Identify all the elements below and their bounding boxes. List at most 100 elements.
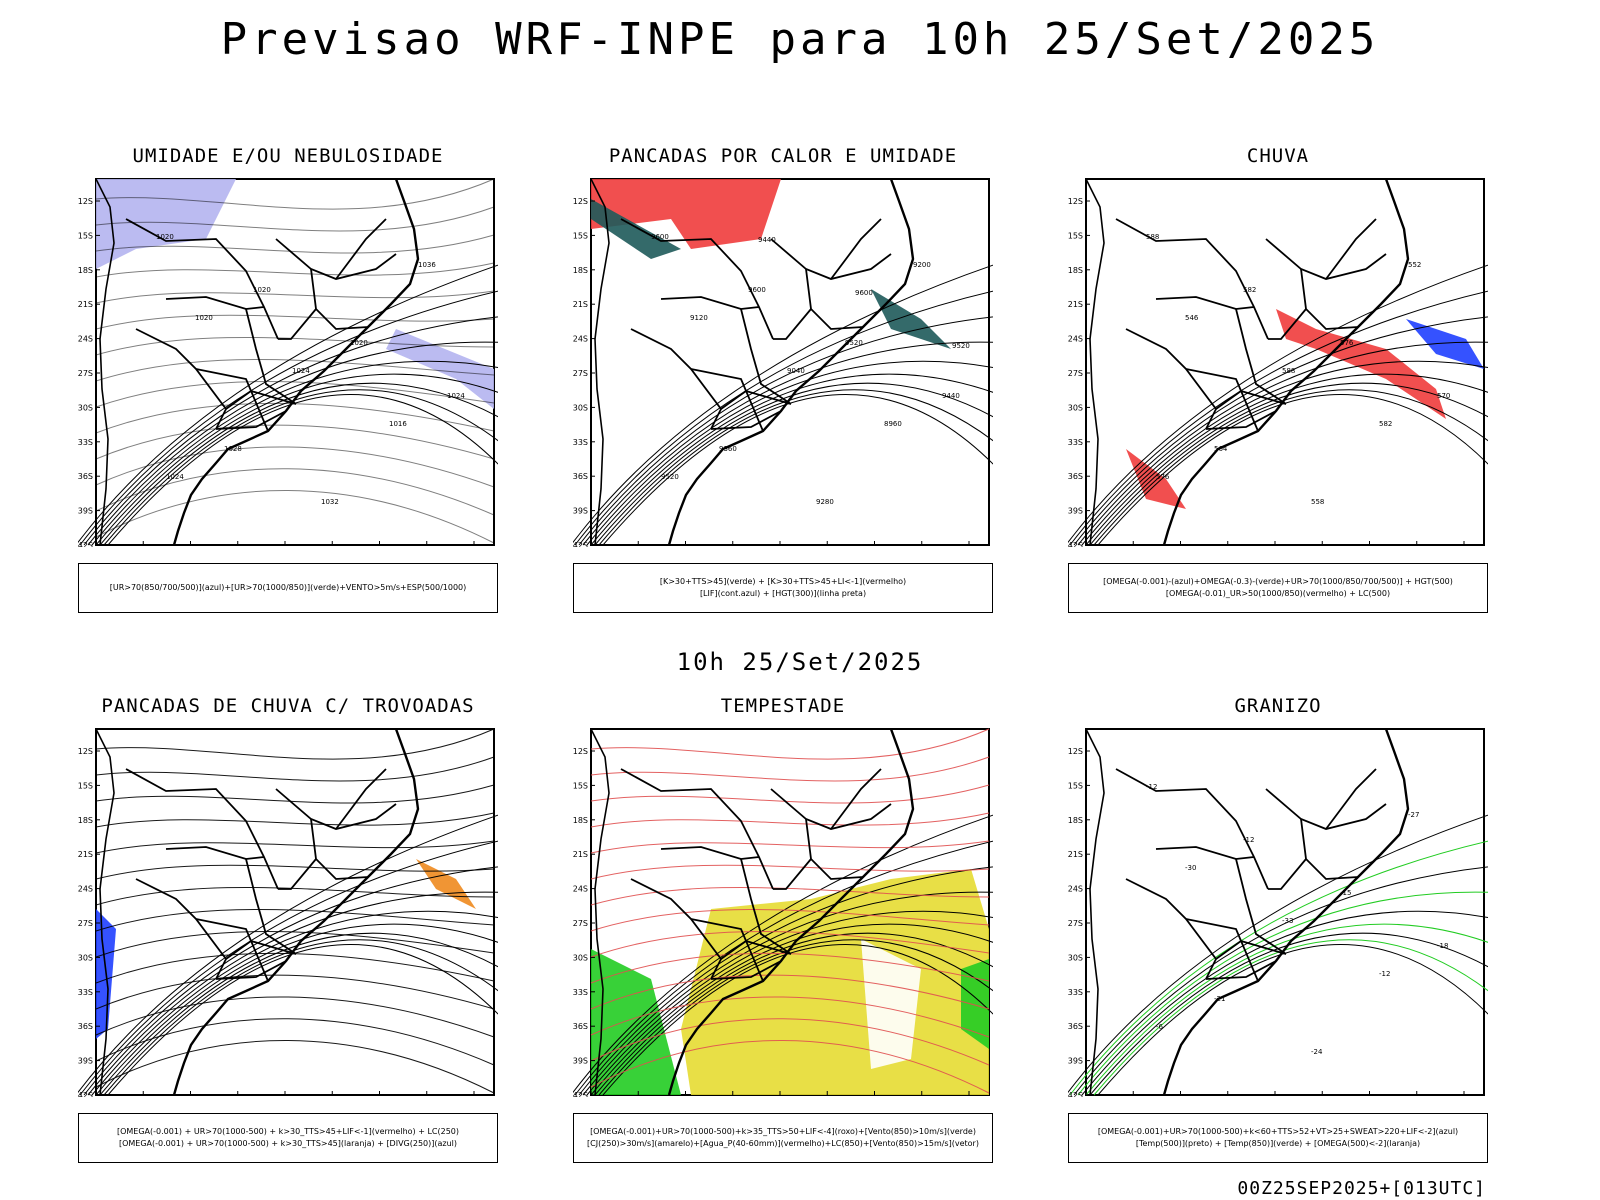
lat-tick-label: 18S [1068, 266, 1083, 275]
contour-label: 9600 [855, 289, 873, 297]
state-border [1185, 368, 1259, 432]
state-border [710, 410, 782, 430]
lat-tick-label: 36S [1068, 472, 1083, 481]
lat-tick-label: 18S [573, 266, 588, 275]
contour-line [598, 389, 1012, 546]
state-border [830, 768, 882, 830]
state-border [805, 268, 864, 330]
lat-tick-label: 15S [573, 231, 588, 240]
contour-line [1073, 314, 1507, 546]
contour-line [1069, 286, 1507, 546]
contour-label: 9440 [942, 392, 960, 400]
lat-tick-label: 24S [78, 335, 93, 344]
legend-line: [OMEGA(-0.001)+UR>70(1000-500)+k>35_TTS>… [590, 1127, 976, 1136]
lat-tick-label: 24S [1068, 335, 1083, 344]
streamline [95, 840, 495, 854]
lat-tick-label: 36S [573, 472, 588, 481]
state-border [690, 368, 764, 432]
streamline [95, 359, 495, 382]
map-layer: 12S15S18S21S24S27S30S33S36S39S42S70W65W6… [570, 728, 1012, 1106]
state-border [225, 390, 297, 410]
contour-label: -21 [1214, 995, 1225, 1003]
contour-label: 1020 [253, 286, 271, 294]
state-border [215, 960, 287, 980]
lat-tick-label: 33S [573, 988, 588, 997]
lat-tick-label: 21S [573, 850, 588, 859]
legend-box: [OMEGA(-0.001)+UR>70(1000-500)+k<60+TTS>… [1068, 1113, 1488, 1163]
streamline [95, 812, 495, 828]
lat-tick-label: 33S [1068, 438, 1083, 447]
streamline [95, 784, 495, 804]
contour-label: 9280 [816, 498, 834, 506]
state-border [630, 878, 723, 980]
coastline [1162, 728, 1410, 1096]
contour-label: -12 [1243, 836, 1254, 844]
lat-tick-label: 21S [1068, 850, 1083, 859]
streamline [590, 784, 990, 804]
streamline [95, 1018, 495, 1066]
lat-tick-label: 39S [1068, 507, 1083, 516]
contour-line [586, 910, 1012, 1096]
lat-tick-label: 36S [1068, 1022, 1083, 1031]
contour-line [586, 360, 1012, 546]
contour-line [103, 389, 517, 546]
contour-line [107, 394, 517, 546]
contour-line [594, 382, 1012, 546]
streamline [95, 314, 495, 330]
lat-tick-label: 42S [1068, 1091, 1083, 1097]
contour-label: 1020 [156, 233, 174, 241]
lat-tick-label: 39S [78, 1057, 93, 1066]
contour-label: -27 [1408, 811, 1419, 819]
state-border [1300, 268, 1359, 330]
state-border [1215, 390, 1287, 410]
contour-line [578, 314, 1012, 546]
lat-tick-label: 21S [78, 300, 93, 309]
state-border [1155, 846, 1255, 860]
contour-line [1069, 836, 1507, 1096]
contour-line [1097, 944, 1507, 1096]
lat-tick-label: 39S [78, 507, 93, 516]
lat-tick-label: 33S [78, 988, 93, 997]
panel-title: CHUVA [1246, 145, 1310, 167]
map-chuva: 588 582 576 570 564 558 552 546 588 582 576 12S 15S 1… [1065, 173, 1507, 556]
lat-tick-label: 33S [78, 438, 93, 447]
legend-line: [OMEGA(-0.001)-(azul)+OMEGA(-0.3)-(verde… [1103, 577, 1453, 586]
run-label: 00Z25SEP2025+[013UTC] [1237, 1178, 1486, 1199]
contour-label: -6 [1156, 1023, 1164, 1031]
coastline [1162, 178, 1410, 546]
streamline [590, 974, 990, 1010]
map-layer: 9600 9600 9520 9440 9360 9280 9200 9120 9040 8960… [570, 178, 1012, 556]
lat-tick-label: 15S [573, 781, 588, 790]
state-border [710, 960, 782, 980]
lat-tick-label: 18S [1068, 816, 1083, 825]
panel-tempestade: TEMPESTADE 12S 15S 18S 21S 24S 27S 30S 33S 36S 39… [570, 695, 1012, 1185]
panel-title: PANCADAS POR CALOR E UMIDADE [608, 145, 958, 167]
state-border [1205, 960, 1277, 980]
contour-line [1077, 891, 1507, 1096]
legend-box: [OMEGA(-0.001)+UR>70(1000-500)+k>35_TTS>… [573, 1113, 993, 1163]
field-area [1276, 309, 1446, 419]
coastline [667, 728, 915, 1096]
panel-chuva: CHUVA 588 582 576 570 564 558 552 546 588 582 576 1… [1065, 145, 1507, 635]
map-inner: 588 582 576 570 564 558 552 546 588 582 576 [1065, 178, 1507, 546]
streamline [95, 206, 495, 232]
lat-tick-label: 27S [573, 369, 588, 378]
contour-line [590, 923, 1012, 1096]
streamline [590, 909, 990, 932]
lat-tick-label: 12S [78, 747, 93, 756]
map-inner [570, 728, 1012, 1096]
contour-line [574, 836, 1012, 1096]
contour-label: 1032 [321, 498, 339, 506]
state-border [278, 858, 317, 890]
state-border [165, 846, 265, 860]
state-border [1235, 308, 1287, 405]
contour-line [1065, 808, 1507, 1096]
streamline [590, 728, 990, 760]
state-border [1268, 308, 1307, 340]
contour-line [91, 910, 517, 1096]
streamline [95, 490, 495, 544]
field-area [961, 959, 989, 1049]
state-border [135, 878, 228, 980]
map-trovoadas: 12S15S18S21S24S27S30S33S36S39S42S70W65W6… [75, 723, 517, 1106]
lat-tick-label: 27S [1068, 919, 1083, 928]
